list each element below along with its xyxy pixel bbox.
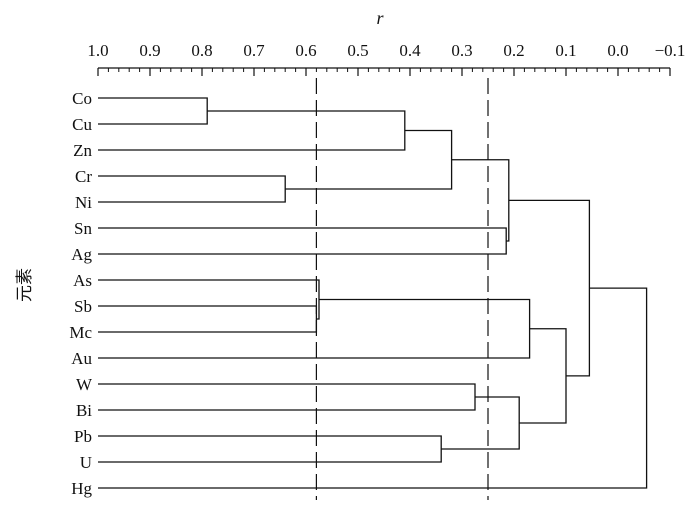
x-tick-label: 0.7 — [243, 41, 265, 60]
leaf-label-zn: Zn — [73, 141, 92, 160]
leaf-label-cu: Cu — [72, 115, 92, 134]
leaf-label-co: Co — [72, 89, 92, 108]
dendrogram-link — [98, 175, 286, 203]
dendrogram-link — [508, 199, 591, 377]
dendrogram-link — [98, 435, 442, 463]
dendrogram-links — [98, 97, 648, 489]
dendrogram-link — [98, 383, 476, 411]
leaf-label-pb: Pb — [74, 427, 92, 446]
leaf-label-w: W — [76, 375, 93, 394]
dendrogram-link — [98, 305, 318, 333]
leaf-label-ni: Ni — [75, 193, 92, 212]
leaf-label-hg: Hg — [71, 479, 92, 498]
x-tick-label: 0.6 — [295, 41, 316, 60]
dendrogram-link — [285, 129, 453, 190]
threshold-lines — [315, 78, 489, 500]
leaf-label-sn: Sn — [74, 219, 92, 238]
leaf-labels: Co Cu Zn Cr Ni Sn Ag As Sb Mc Au W Bi Pb U Hg — [69, 89, 93, 498]
leaf-label-cr: Cr — [75, 167, 92, 186]
x-tick-label: 0.5 — [347, 41, 368, 60]
x-axis-title: r — [376, 8, 384, 28]
x-tick-label: 1.0 — [87, 41, 108, 60]
x-tick-label: 0.4 — [399, 41, 421, 60]
dendrogram-link — [98, 97, 208, 125]
leaf-label-mc: Mc — [69, 323, 92, 342]
leaf-label-ag: Ag — [71, 245, 92, 264]
x-tick-label: 0.2 — [503, 41, 524, 60]
leaf-label-sb: Sb — [74, 297, 92, 316]
dendrogram-link — [441, 396, 520, 450]
y-axis-title: 元素 — [15, 268, 35, 302]
dendrogram-link — [451, 159, 510, 242]
dendrogram-link — [519, 328, 567, 424]
x-tick-label: 0.8 — [191, 41, 212, 60]
dendrogram-link — [98, 279, 320, 320]
x-tick-label: 0.1 — [555, 41, 576, 60]
x-tick-label: −0.1 — [655, 41, 686, 60]
dendrogram-link — [98, 298, 531, 359]
leaf-label-bi: Bi — [76, 401, 92, 420]
x-tick-label: 0.3 — [451, 41, 472, 60]
dendrogram-link — [98, 110, 406, 151]
dendrogram-link — [98, 287, 648, 489]
x-axis: 1.0 0.9 0.8 0.7 0.6 0.5 0.4 0.3 0.2 0.1 0.0 −0.1 — [87, 41, 685, 76]
leaf-label-au: Au — [71, 349, 92, 368]
leaf-label-as: As — [73, 271, 92, 290]
dendrogram-link — [98, 227, 507, 255]
x-tick-label: 0.0 — [607, 41, 628, 60]
x-tick-label: 0.9 — [139, 41, 160, 60]
leaf-label-u: U — [80, 453, 92, 472]
